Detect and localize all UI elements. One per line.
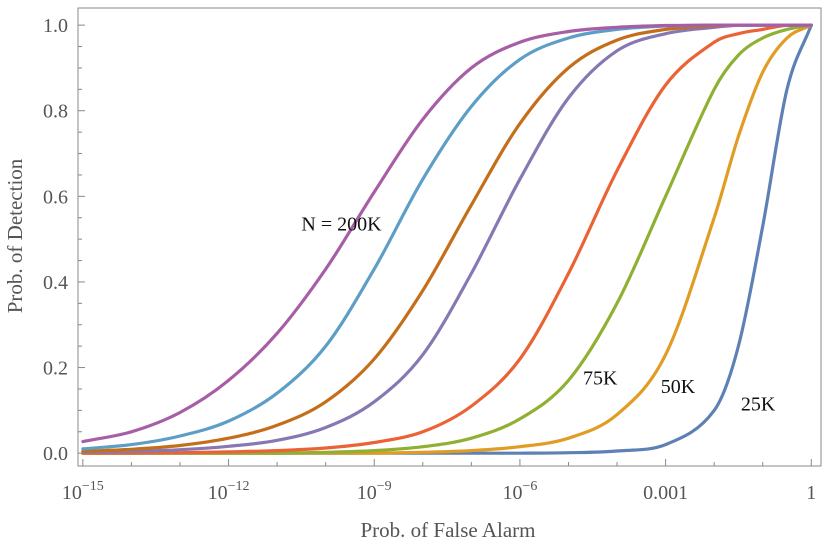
x-axis: 10−15 10−12 10−9 10−6 0.001 1	[62, 459, 816, 504]
y-tick-label: 0.8	[43, 101, 68, 123]
series-layer	[81, 23, 813, 455]
x-tick-label: 10−12	[208, 479, 250, 504]
y-tick-label: 1.0	[43, 15, 68, 37]
series-annotation: N = 200K	[301, 214, 382, 236]
y-axis: 0.0 0.2 0.4 0.6 0.8 1.0	[43, 15, 85, 465]
x-tick-label: 1	[806, 482, 816, 504]
annotations: N = 200K 75K 50K 25K	[301, 214, 775, 416]
y-tick-label: 0.2	[43, 358, 68, 380]
series-line-n-200k	[81, 23, 813, 444]
series-annotation: 50K	[661, 376, 696, 398]
y-tick-label: 0.6	[43, 186, 68, 208]
series-annotation: 75K	[583, 368, 618, 390]
series-line-n-100k	[81, 23, 813, 455]
series-annotation: 25K	[741, 393, 776, 415]
y-tick-label: 0.0	[43, 443, 68, 465]
x-tick-label: 0.001	[643, 482, 688, 504]
x-tick-label: 10−6	[502, 479, 537, 504]
plot-frame	[77, 7, 822, 467]
x-tick-label: 10−9	[357, 479, 392, 504]
x-tick-label: 10−15	[62, 479, 104, 504]
y-axis-title: Prob. of Detection	[3, 158, 27, 313]
y-tick-label: 0.4	[43, 272, 68, 294]
x-axis-title: Prob. of False Alarm	[361, 518, 536, 542]
